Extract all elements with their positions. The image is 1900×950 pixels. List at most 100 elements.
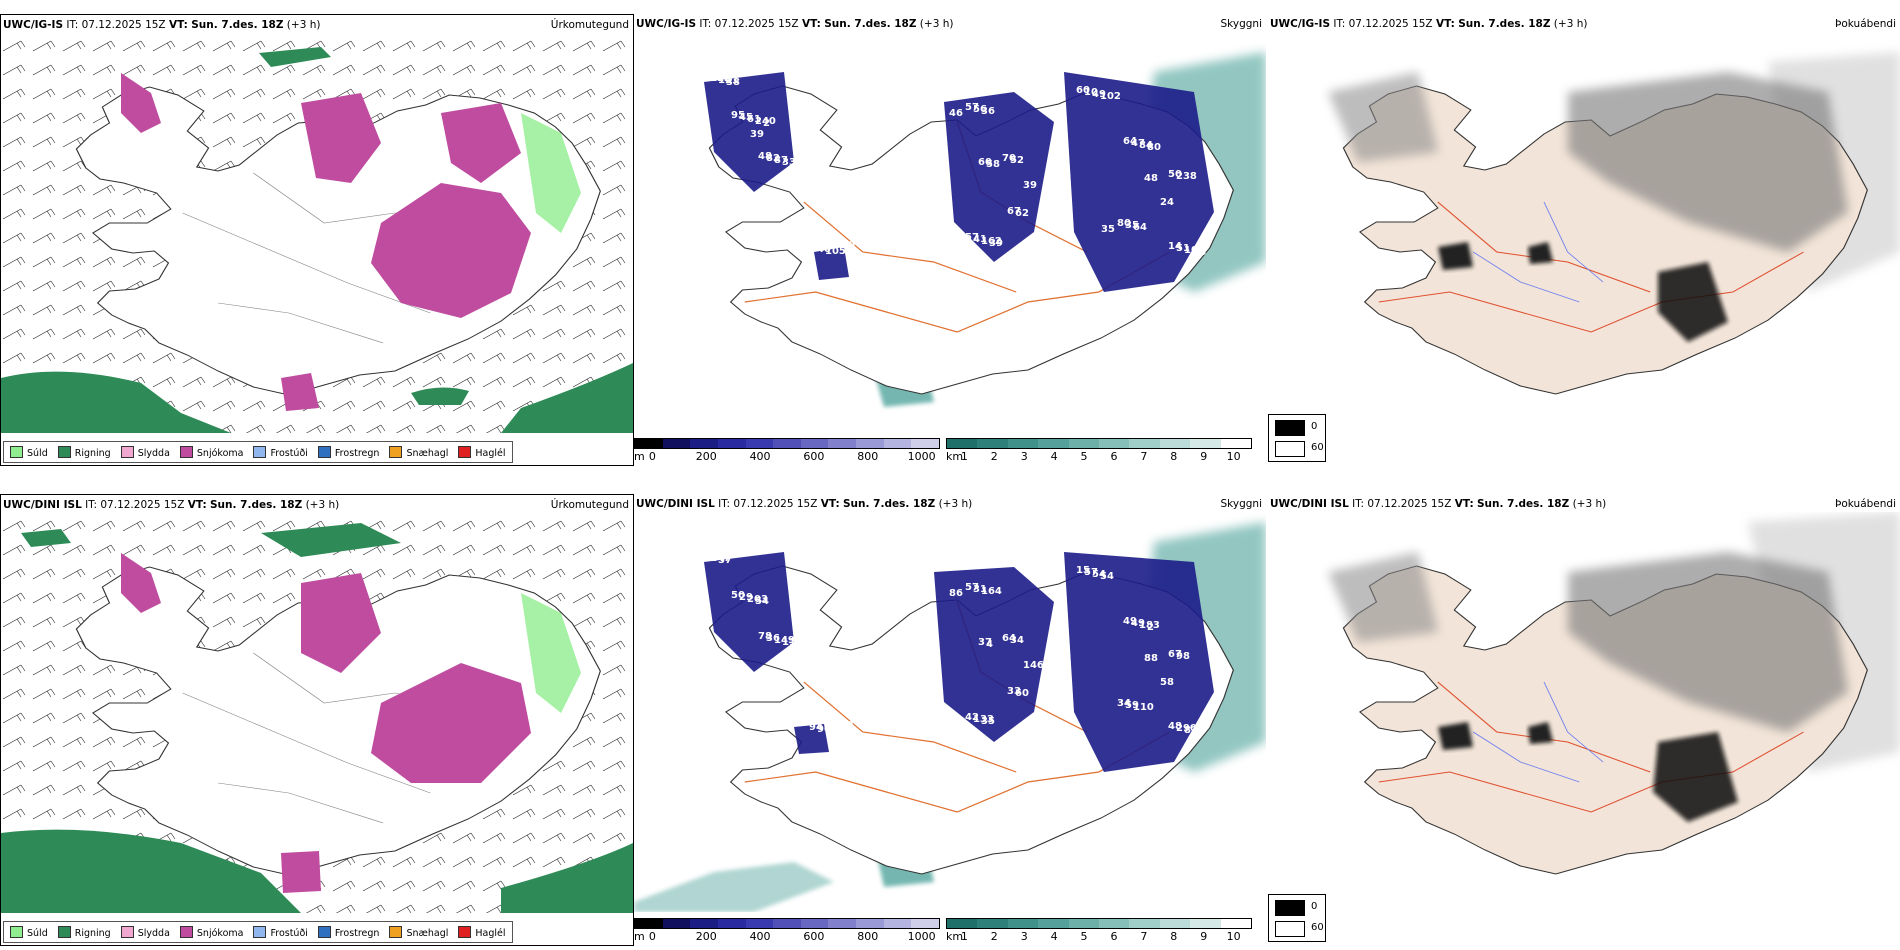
visibility-bar [946, 918, 1252, 929]
panel-name: Úrkomutegund [550, 19, 629, 31]
cloud-base-label: 203 [747, 594, 768, 605]
cloud-base-label: 162 [981, 236, 1002, 247]
cloud-base-label: 238 [1176, 171, 1197, 182]
panel-title: UWC/DINI ISL IT: 07.12.2025 15Z VT: Sun.… [636, 498, 973, 510]
cloud-base-label: 39 [750, 129, 764, 140]
cloud-base-label: 54 [1100, 571, 1114, 582]
cloud-base-label: 112 [782, 637, 803, 648]
cloud-base-label: 30 [1072, 261, 1086, 272]
cloud-base-label: 164 [981, 586, 1002, 597]
cloud-base-label: 80 [1117, 218, 1131, 229]
cloud-base-label: 290 [1176, 723, 1197, 734]
legend-item-rigning: Rigning [57, 925, 111, 939]
colorbar-tick: 6 [1110, 930, 1118, 943]
cloud-base-label: 51 [902, 363, 916, 374]
cloud-base-label: 88 [1144, 653, 1158, 664]
cloud-base-label: 42 [965, 712, 979, 723]
legend-item-frostudi: Frostúði [253, 445, 308, 459]
colorbar-tick: 200 [695, 450, 717, 463]
cloud-base-label: 87 [774, 155, 788, 166]
colorbar-tick: 6 [1110, 450, 1118, 463]
cloud-base-label: 60 [1076, 85, 1090, 96]
cloud-base-unit: m [634, 930, 645, 943]
panel-name: Úrkomutegund [550, 499, 629, 511]
cloud-base-label: 64 [1002, 633, 1016, 644]
colorbar-tick: 3 [1020, 450, 1028, 463]
colorbar-tick: 1000 [907, 450, 936, 463]
colorbar-tick: 4 [1050, 450, 1058, 463]
colorbar-tick: 600 [803, 930, 825, 943]
cloud-base-label: 57 [965, 102, 979, 113]
cloud-base-label: 59 [1125, 700, 1139, 711]
cloud-base-label: 60 [910, 365, 924, 376]
cloud-base-label: 69 [1072, 741, 1086, 752]
precip-type-map [1, 513, 633, 913]
cloud-base-label: 57 [809, 242, 823, 253]
cloud-base-label: 2 [763, 118, 770, 129]
cloud-base-label: 69 [910, 845, 924, 856]
cloud-base-label: 35 [981, 716, 995, 727]
colorbar-tick: 7 [1140, 930, 1148, 943]
cloud-base-label: 84 [1192, 247, 1206, 258]
colorbar-tick: 800 [857, 930, 879, 943]
cloud-base-label: 118 [1040, 263, 1061, 274]
cloud-base-label: 82 [766, 153, 780, 164]
cloud-base-label: 52 [1010, 155, 1024, 166]
cloud-base-label: 64 [1133, 222, 1147, 233]
cloud-base-label: 78 [758, 631, 772, 642]
legend-item-snjokoma: Snjókoma [179, 445, 243, 459]
precip-legend: Súld Rigning Slydda Snjókoma Frostúði Fr… [3, 441, 513, 463]
cloud-base-label: 60 [1015, 688, 1029, 699]
precip-type-panel-row2: UWC/DINI ISL IT: 07.12.2025 15Z VT: Sun.… [0, 494, 634, 946]
cloud-base-label: 34 [902, 843, 916, 854]
colorbar-tick: 800 [857, 450, 879, 463]
colorbar-tick: 7 [1140, 450, 1148, 463]
colorbar-tick: 10 [1226, 450, 1241, 463]
visibility-panel-row1: UWC/IG-IS IT: 07.12.2025 15Z VT: Sun. 7.… [634, 14, 1266, 464]
cloud-base-colorbar: 0 200 400 600 800 1000 m [634, 438, 940, 463]
panel-name: Skyggni [1220, 18, 1263, 30]
cloud-base-label: 45 [1039, 684, 1053, 695]
cloud-base-label: 80 [1147, 142, 1161, 153]
panel-title: UWC/IG-IS IT: 07.12.2025 15Z VT: Sun. 7.… [636, 18, 954, 30]
legend-item-sudd: Súld [10, 445, 48, 459]
cloud-base-label: 112 [710, 73, 731, 84]
cloud-base-bar [634, 438, 940, 449]
cloud-base-label: 39 [1023, 180, 1037, 191]
legend-item-slydda: Slydda [120, 925, 170, 939]
visibility-panel-row2: UWC/DINI ISL IT: 07.12.2025 15Z VT: Sun.… [634, 494, 1266, 944]
cloud-base-label: 39 [989, 238, 1003, 249]
cloud-base-colorbar: 0 200 400 600 800 1000 m [634, 918, 940, 943]
panel-title: UWC/IG-IS IT: 07.12.2025 15Z VT: Sun. 7.… [1270, 18, 1588, 30]
colorbar-tick: 400 [749, 450, 771, 463]
cloud-base-label: 54 [1092, 569, 1106, 580]
cloud-base-label: 45 [739, 112, 753, 123]
colorbar-tick: 3 [1020, 930, 1028, 943]
cloud-base-label: 58 [1160, 677, 1174, 688]
cloud-base-label: 40 [1064, 739, 1078, 750]
colorbar-tick: 4 [1050, 930, 1058, 943]
cloud-base-ticks: 0 200 400 600 800 1000 [634, 929, 940, 943]
cloud-base-label: 86 [949, 588, 963, 599]
cloud-base-unit: m [634, 450, 645, 463]
cloud-base-label: 35 [694, 69, 708, 80]
cloud-base-label: 98 [1176, 651, 1190, 662]
cloud-base-label: 57 [918, 367, 932, 378]
cloud-base-label: 54 [755, 596, 769, 607]
cloud-base-label: 29 [739, 592, 753, 603]
cloud-base-label: 61 [747, 114, 761, 125]
colorbar-tick: 2 [990, 930, 998, 943]
cloud-base-label: 36 [981, 106, 995, 117]
legend-item-snaehagl: Snæhagl [389, 925, 448, 939]
cloud-base-label: 67 [1168, 649, 1182, 660]
visibility-ticks: 1 2 3 4 5 6 7 8 9 10 [946, 449, 1252, 463]
cloud-base-label: 46 [949, 108, 963, 119]
cloud-base-label: 31 [694, 549, 708, 560]
cloud-base-label: 82 [1184, 725, 1198, 736]
colorbar-tick: 8 [1170, 930, 1178, 943]
colorbar-tick: 2 [990, 450, 998, 463]
legend-item-slydda: Slydda [120, 445, 170, 459]
cloud-base-label: 49 [1131, 618, 1145, 629]
fog-panel-row2: UWC/DINI ISL IT: 07.12.2025 15Z VT: Sun.… [1268, 494, 1900, 944]
cloud-base-label: 59 [1048, 265, 1062, 276]
